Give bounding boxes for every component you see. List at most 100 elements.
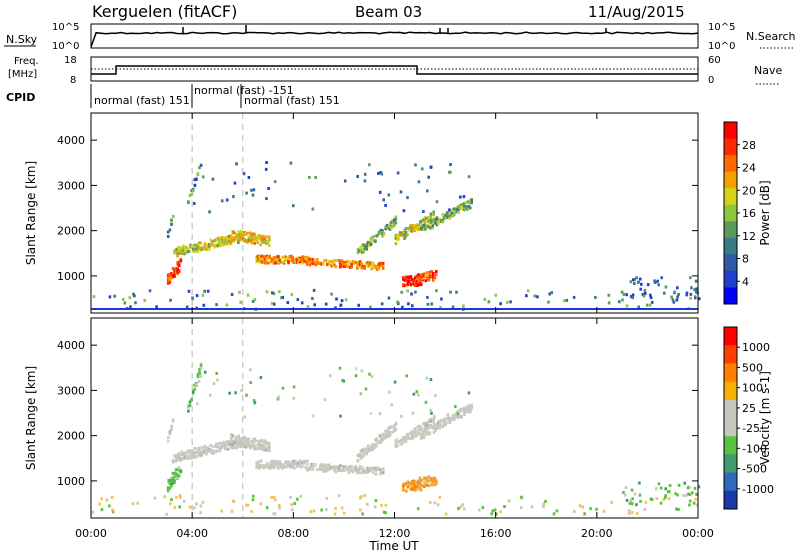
scatter-cell-150	[221, 443, 224, 447]
scatter-cell-508	[359, 249, 363, 253]
scatter-cell-1036	[406, 196, 409, 200]
scatter-cell-1127	[695, 492, 698, 496]
scatter-cell-300	[256, 464, 260, 468]
scatter-cell-253	[259, 238, 262, 242]
scatter-cell-621	[416, 223, 419, 227]
scatter-cell-981	[667, 497, 671, 501]
scatter-cell-1102	[690, 286, 693, 290]
scatter-cell-331	[274, 459, 277, 463]
colorbar-tick-label-5: 24	[742, 162, 756, 175]
scatter-cell-75	[189, 245, 192, 249]
scatter-cell-81	[189, 451, 192, 455]
scatter-cell-928	[435, 289, 438, 293]
scatter-cell-925	[110, 496, 114, 500]
scatter-cell-1068	[390, 403, 394, 407]
scatter-cell-56	[177, 452, 181, 456]
colorbar-swatch-1	[724, 138, 737, 156]
scatter-cell-984	[487, 300, 491, 304]
scatter-cell-232	[250, 239, 254, 242]
scatter-cell-1028	[495, 512, 498, 516]
scatter-cell-211	[237, 434, 240, 438]
scatter-cell-975	[245, 503, 248, 507]
scatter-cell-772	[464, 408, 468, 412]
scatter-cell-997	[440, 297, 443, 301]
scatter-cell-872	[435, 482, 438, 486]
scatter-cell-284	[258, 260, 261, 264]
scatter-cell-616	[406, 435, 409, 439]
y-tick-label-3: 4000	[57, 134, 85, 147]
scatter-cell-603	[406, 227, 409, 230]
scatter-cell-385	[300, 461, 303, 465]
scatter-cell-811	[410, 480, 414, 483]
scatter-cell-557	[378, 434, 381, 438]
scatter-cell-148	[219, 442, 223, 446]
scatter-cell-660	[428, 418, 431, 422]
scatter-cell-220	[241, 440, 245, 444]
scatter-cell-691	[434, 217, 437, 221]
scatter-cell-412	[323, 258, 326, 262]
scatter-cell-919	[499, 302, 502, 306]
scatter-cell-202	[238, 230, 242, 234]
scatter-cell-658	[432, 213, 435, 217]
scatter-cell-852	[432, 274, 435, 278]
scatter-cell-702	[440, 219, 443, 223]
scatter-cell-795	[405, 489, 408, 493]
scatter-cell-81	[193, 243, 197, 247]
scatter-cell-416	[327, 262, 331, 266]
scatter-cell-842	[427, 274, 431, 277]
scatter-cell-952	[277, 504, 281, 507]
scatter-cell-571	[385, 434, 389, 438]
scatter-cell-440	[344, 263, 348, 266]
scatter-cell-1075	[417, 393, 420, 397]
scatter-cell-1116	[664, 494, 667, 498]
scatter-cell-9	[168, 272, 172, 276]
scatter-cell-533	[366, 447, 370, 451]
scatter-cell-387	[306, 262, 309, 265]
scatter-cell-149	[221, 445, 224, 449]
scatter-cell-1023	[250, 188, 253, 192]
scatter-cell-222	[241, 437, 245, 441]
scatter-cell-894	[199, 362, 203, 366]
scatter-cell-170	[231, 440, 234, 444]
scatter-cell-1069	[635, 276, 638, 280]
scatter-cell-311	[264, 464, 267, 468]
scatter-cell-406	[310, 463, 313, 466]
scatter-cell-556	[382, 232, 386, 236]
scatter-cell-676	[428, 226, 432, 230]
scatter-cell-91	[193, 452, 197, 456]
scatter-cell-1073	[695, 287, 698, 291]
scatter-cell-355	[287, 460, 290, 464]
scatter-cell-741	[451, 416, 455, 420]
scatter-cell-140	[222, 243, 226, 247]
scatter-cell-860	[430, 482, 434, 486]
scatter-cell-280	[256, 254, 260, 258]
scatter-cell-510	[381, 471, 385, 475]
scatter-cell-881	[171, 214, 175, 218]
scatter-cell-895	[199, 364, 203, 368]
scatter-cell-468	[354, 468, 358, 472]
scatter-cell-839	[426, 277, 429, 281]
scatter-cell-829	[420, 275, 423, 279]
velocity-ylabel: Slant Range [km]	[24, 366, 38, 470]
x-tick-label-2: 08:00	[277, 527, 309, 540]
scatter-cell-570	[384, 429, 387, 433]
scatter-cell-195	[230, 436, 233, 440]
scatter-cell-1123	[687, 492, 690, 496]
scatter-cell-432	[340, 259, 343, 263]
scatter-cell-26	[174, 468, 178, 472]
scatter-cell-331	[281, 256, 284, 259]
scatter-cell-734	[448, 418, 452, 422]
scatter-cell-87	[196, 243, 200, 247]
scatter-cell-503	[356, 249, 360, 253]
scatter-cell-988	[607, 293, 611, 297]
scatter-cell-365	[291, 459, 295, 463]
scatter-cell-427	[334, 259, 338, 262]
scatter-cell-474	[357, 468, 361, 472]
scatter-cell-53	[177, 454, 181, 458]
scatter-cell-602	[406, 233, 409, 237]
scatter-cell-460	[350, 465, 353, 469]
scatter-cell-692	[428, 425, 432, 429]
scatter-cell-498	[381, 264, 385, 268]
